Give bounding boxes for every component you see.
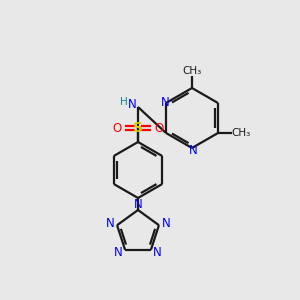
Text: N: N [153, 246, 161, 259]
Text: N: N [128, 98, 136, 112]
Text: N: N [134, 197, 142, 211]
Text: N: N [189, 143, 197, 157]
Text: O: O [154, 122, 164, 134]
Text: N: N [161, 217, 170, 230]
Text: O: O [112, 122, 122, 134]
Text: N: N [106, 217, 115, 230]
Text: N: N [114, 246, 122, 259]
Text: CH₃: CH₃ [182, 66, 202, 76]
Text: N: N [160, 95, 169, 109]
Text: CH₃: CH₃ [231, 128, 250, 138]
Text: H: H [120, 97, 128, 107]
Text: S: S [133, 121, 143, 135]
